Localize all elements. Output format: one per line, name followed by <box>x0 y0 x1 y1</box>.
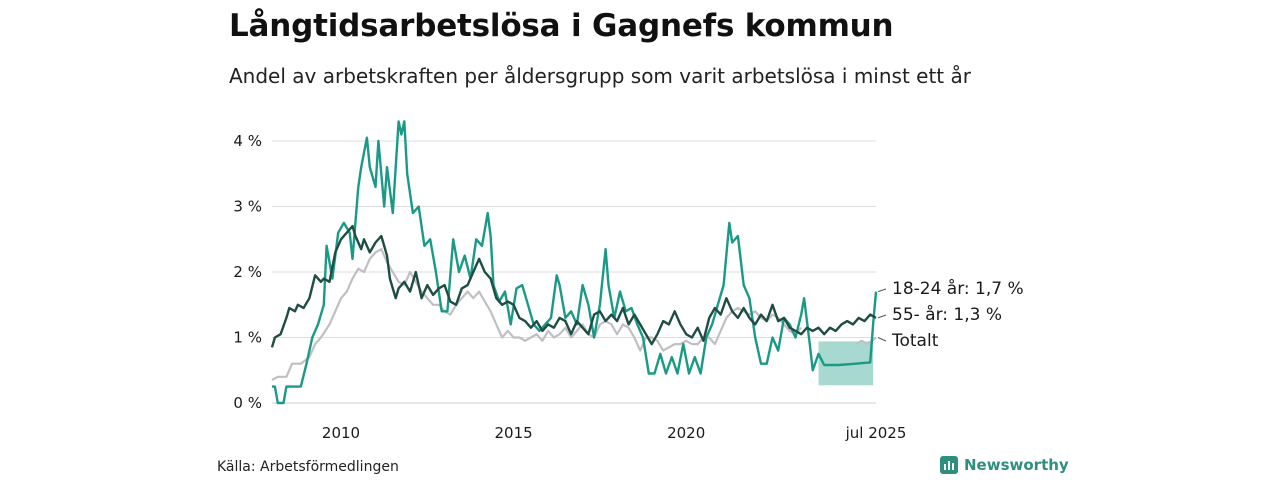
newsworthy-logo-icon <box>940 456 958 474</box>
x-tick-label-0: 2010 <box>322 424 360 442</box>
series-55-plus-leader <box>877 314 887 319</box>
series-line-18-24 <box>272 120 878 405</box>
series-line-55-plus <box>270 224 877 348</box>
y-tick-label-4: 4 % <box>233 132 262 150</box>
series-totalt-leader <box>877 337 887 342</box>
y-tick-label-0: 0 % <box>233 394 262 412</box>
series-line-totalt <box>271 248 803 382</box>
x-tick-label-3: jul 2025 <box>845 424 907 442</box>
chart-subtitle: Andel av arbetskraften per åldersgrupp s… <box>229 64 971 88</box>
brand-logo[interactable]: Newsworthy <box>940 456 1069 474</box>
y-tick-label-2: 2 % <box>233 263 262 281</box>
series-18-24-leader <box>877 288 887 293</box>
x-tick-label-2: 2020 <box>667 424 705 442</box>
chart-title: Långtidsarbetslösa i Gagnefs kommun <box>229 8 894 44</box>
y-tick-label-3: 3 % <box>233 198 262 216</box>
x-tick-label-1: 2015 <box>495 424 533 442</box>
series-55-plus-end-label: 55- år: 1,3 % <box>892 304 1002 325</box>
series-totalt-end-label: Totalt <box>891 331 939 351</box>
series-18-24-end-label: 18-24 år: 1,7 % <box>892 278 1024 299</box>
source-note: Källa: Arbetsförmedlingen <box>217 459 399 475</box>
y-tick-label-1: 1 % <box>233 329 262 347</box>
brand-name: Newsworthy <box>964 456 1069 474</box>
